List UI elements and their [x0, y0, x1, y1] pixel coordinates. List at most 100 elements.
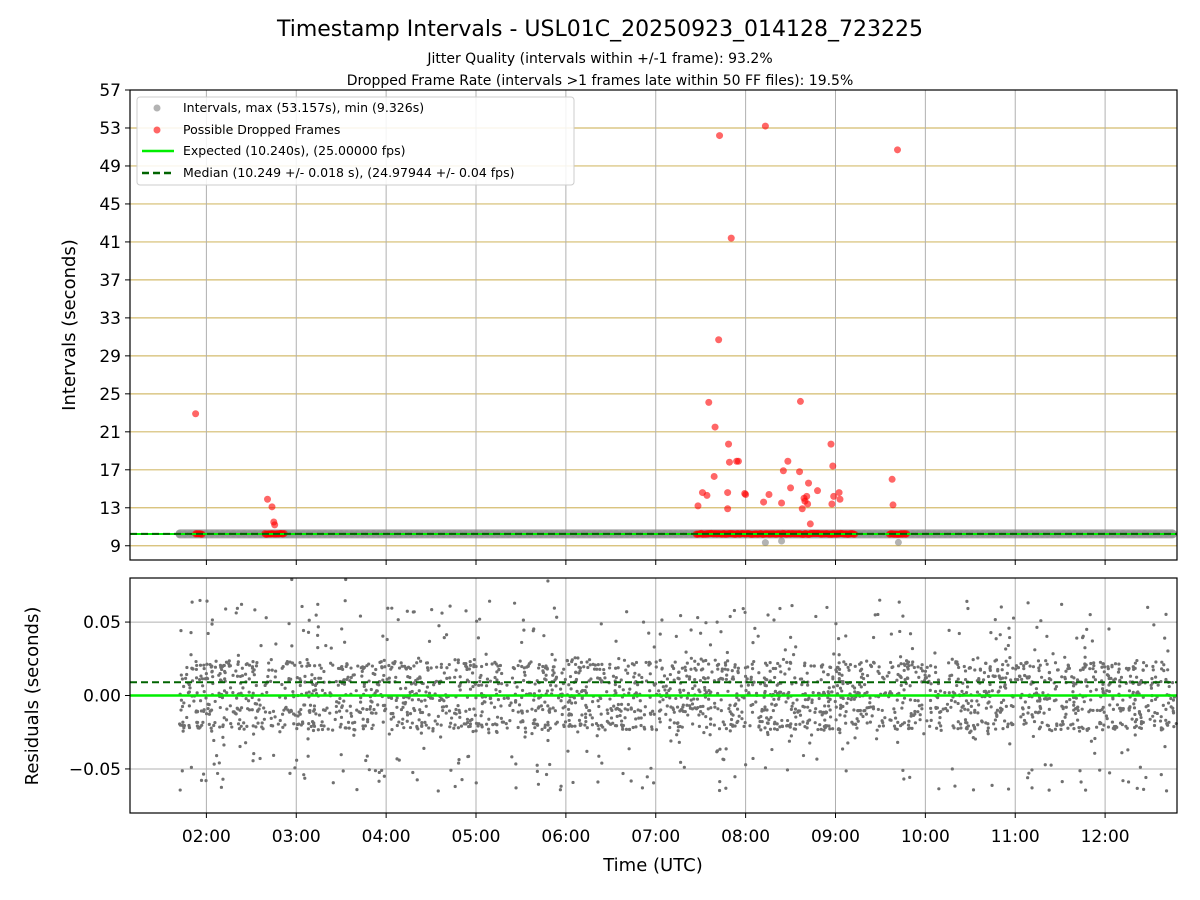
residual-point [962, 664, 966, 669]
residual-point [567, 718, 571, 723]
residual-point [346, 720, 351, 725]
residual-point [863, 682, 867, 687]
residual-point [674, 696, 678, 701]
residual-point [868, 701, 872, 705]
residual-point [859, 685, 863, 689]
residual-point [427, 713, 431, 717]
residual-point [772, 697, 776, 701]
residual-point [740, 717, 744, 721]
residual-point [1033, 710, 1038, 714]
residual-point [570, 658, 574, 662]
residual-point [693, 706, 697, 710]
residual-point [639, 723, 643, 728]
residual-point [923, 669, 928, 673]
residual-point [834, 705, 838, 709]
residual-point [675, 705, 680, 709]
residual-point [449, 721, 453, 725]
residual-point [494, 688, 498, 692]
residual-point [465, 667, 469, 672]
residual-point [683, 665, 687, 669]
residual-point [553, 709, 557, 713]
residual-point [1146, 709, 1151, 713]
residual-point [705, 725, 709, 729]
residual-point [535, 763, 539, 767]
residual-point [990, 689, 994, 693]
dropped-frame-point [796, 397, 804, 405]
residual-point [474, 781, 478, 785]
residual-point [508, 719, 512, 723]
residual-point [218, 671, 222, 676]
residual-point [713, 705, 717, 709]
residual-point [707, 662, 711, 666]
residual-point [313, 676, 317, 681]
residuals-plot: −0.050.000.05 02:00 03:00 04:00 05:00 06:00 0… [22, 577, 1178, 876]
residual-point [559, 784, 563, 788]
residual-point [773, 675, 777, 680]
residual-point [1042, 711, 1046, 715]
residual-point [235, 674, 240, 678]
residual-point [883, 691, 888, 695]
residual-point [1044, 659, 1048, 663]
residual-point [618, 713, 622, 718]
residual-point [856, 719, 860, 723]
residual-point [964, 720, 968, 725]
residual-point [1151, 714, 1155, 718]
residual-point [689, 698, 693, 702]
residual-point [532, 698, 536, 702]
residual-point [846, 741, 850, 745]
residual-point [1008, 635, 1012, 640]
intervals-y-tick-label: 45 [99, 195, 121, 215]
residual-point [254, 683, 258, 688]
residual-point [741, 607, 745, 611]
residual-point [713, 701, 717, 705]
residual-point [1077, 729, 1082, 733]
residual-point [1138, 765, 1142, 769]
residual-point [859, 675, 864, 679]
residual-point [362, 665, 366, 670]
residual-point [973, 727, 977, 731]
residual-point [201, 684, 205, 688]
residual-point [1087, 727, 1091, 731]
residual-point [253, 701, 257, 706]
residual-point [325, 706, 329, 710]
residual-point [775, 727, 779, 732]
residual-point [456, 658, 460, 662]
residual-point [448, 676, 452, 680]
residual-point [495, 723, 499, 727]
residual-point [543, 700, 547, 704]
residual-point [514, 699, 518, 703]
residual-point [509, 701, 513, 705]
residual-point [802, 705, 807, 709]
residual-point [1022, 664, 1026, 668]
residual-point [766, 613, 770, 617]
residual-point [522, 666, 526, 670]
residual-point [823, 704, 827, 708]
residual-point [345, 662, 349, 666]
residual-point [205, 599, 209, 603]
residual-point [355, 708, 359, 712]
residual-point [262, 717, 266, 721]
residual-point [1039, 619, 1043, 623]
residual-point [303, 674, 307, 678]
residual-point [584, 703, 588, 707]
residual-point [516, 710, 520, 714]
residual-point [665, 677, 670, 681]
residual-point [916, 665, 920, 669]
residual-point [1071, 690, 1075, 694]
residual-point [1042, 697, 1047, 701]
residual-point [218, 725, 222, 729]
residual-point [234, 712, 238, 716]
residual-point [728, 614, 732, 619]
residual-point [1115, 703, 1120, 707]
residual-point [1047, 696, 1052, 700]
residual-point [523, 673, 527, 677]
residual-point [590, 700, 595, 704]
residual-point [1059, 723, 1064, 727]
dropped-frame-point [889, 501, 897, 509]
residual-point [1053, 727, 1058, 731]
residual-point [251, 670, 255, 674]
residual-point [648, 689, 652, 693]
residual-point [410, 689, 414, 694]
residual-point [1152, 723, 1157, 728]
residual-point [902, 668, 906, 673]
